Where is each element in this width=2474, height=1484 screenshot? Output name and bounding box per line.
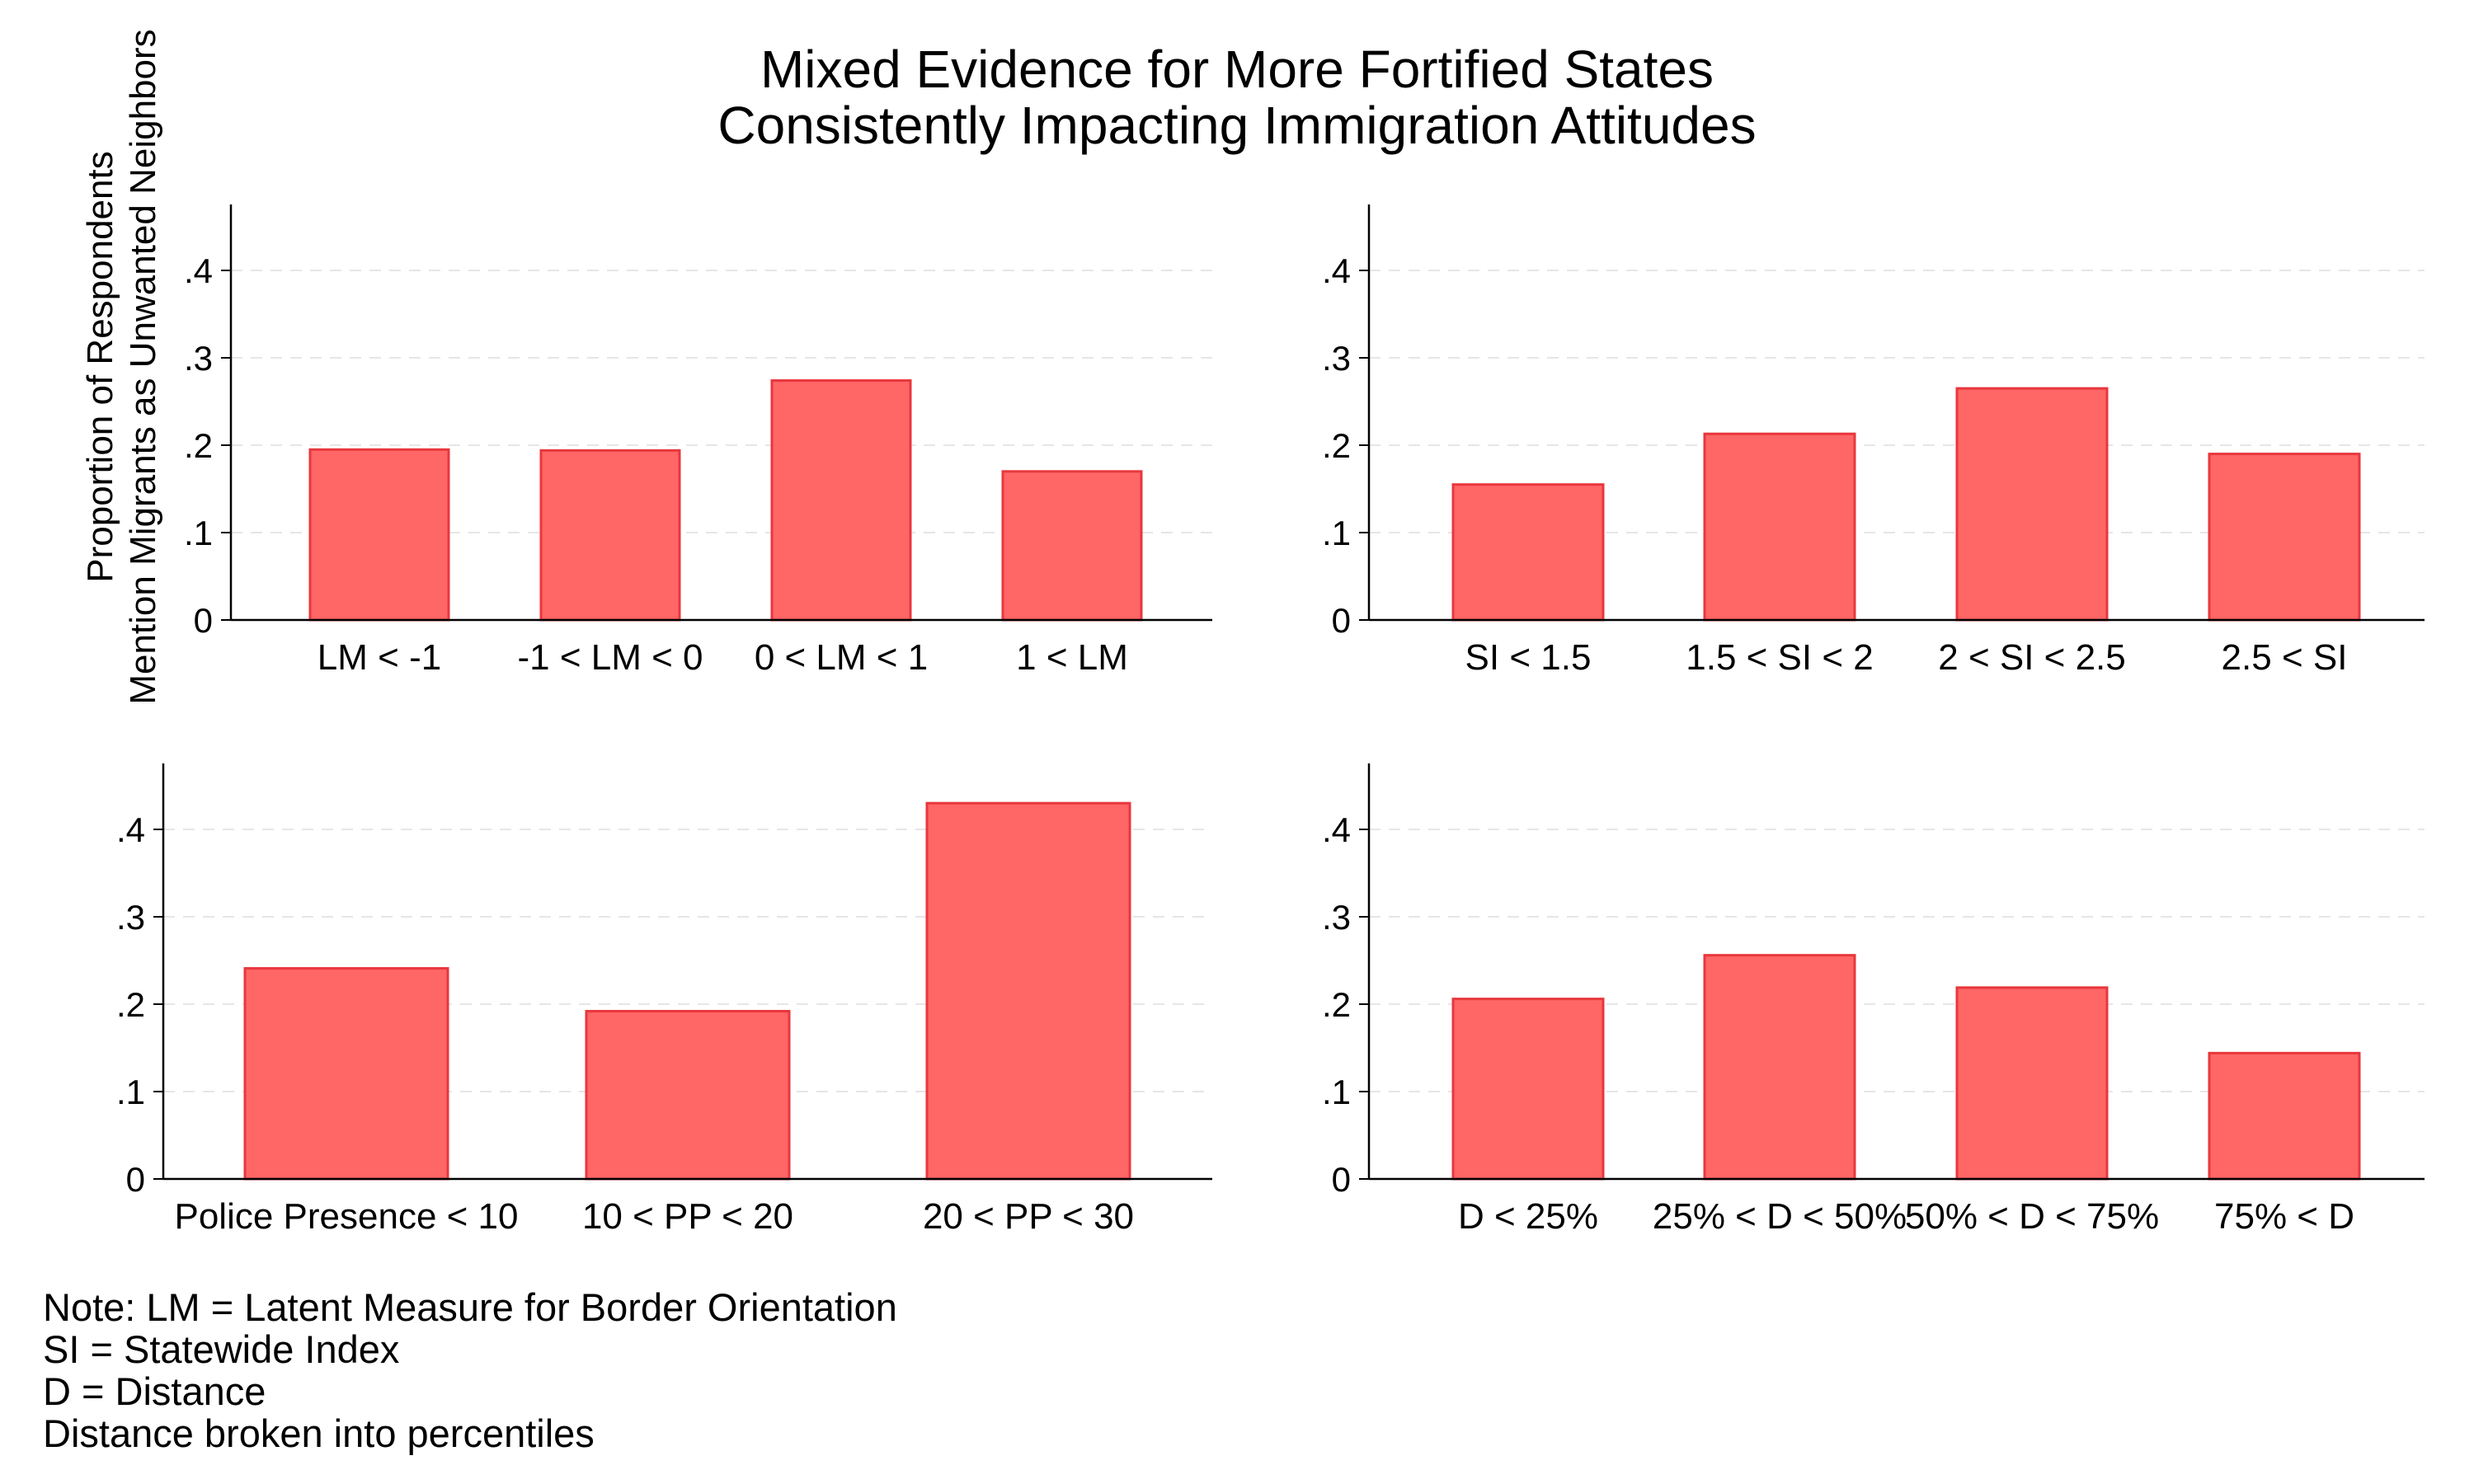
y-tick-label: .3 [116, 898, 145, 937]
category-label: 1.5 < SI < 2 [1686, 637, 1874, 678]
y-tick-label: 0 [1332, 601, 1351, 640]
category-label: 2.5 < SI [2222, 637, 2348, 678]
bar [770, 379, 912, 622]
y-tick-label: 0 [1332, 1160, 1351, 1199]
category-label: -1 < LM < 0 [517, 637, 703, 678]
y-tick-label: .2 [184, 426, 213, 465]
y-tick-label: .1 [1322, 514, 1351, 552]
y-tick-label: .3 [1322, 339, 1351, 378]
y-tick-label: 0 [194, 601, 213, 640]
bar [2208, 453, 2361, 622]
y-tick-label: .3 [1322, 898, 1351, 937]
y-tick-label: .2 [1322, 985, 1351, 1024]
note-line-1: Note: LM = Latent Measure for Border Ori… [43, 1285, 897, 1329]
chart-title-line-2: Consistently Impacting Immigration Attit… [717, 96, 1757, 155]
bar [1001, 470, 1143, 622]
category-label: 75% < D [2214, 1196, 2354, 1237]
y-tick-label: 0 [126, 1160, 145, 1199]
category-label: 0 < LM < 1 [755, 637, 928, 678]
category-label: 1 < LM [1016, 637, 1128, 678]
note-line-4: Distance broken into percentiles [43, 1411, 595, 1455]
bar [1703, 432, 1856, 622]
note-line-2: SI = Statewide Index [43, 1327, 400, 1371]
category-label: Police Presence < 10 [174, 1196, 518, 1237]
y-tick-label: .4 [1322, 810, 1351, 849]
bar [243, 967, 449, 1181]
bar [1955, 986, 2109, 1181]
bar [308, 448, 450, 622]
chart-title-line-1: Mixed Evidence for More Fortified States [760, 40, 1714, 99]
category-label: 10 < PP < 20 [582, 1196, 793, 1237]
bar [585, 1009, 791, 1181]
bar [1703, 954, 1856, 1181]
y-tick-label: .1 [116, 1073, 145, 1111]
category-label: LM < -1 [317, 637, 441, 678]
bar [1451, 483, 1605, 622]
y-tick-label: .1 [1322, 1073, 1351, 1111]
category-label: D < 25% [1458, 1196, 1598, 1237]
y-tick-label: .4 [116, 810, 145, 849]
y-tick-label: .1 [184, 514, 213, 552]
y-tick-label: .3 [184, 339, 213, 378]
y-tick-label: .4 [184, 251, 213, 290]
y-tick-label: .4 [1322, 251, 1351, 290]
bar [925, 801, 1131, 1181]
note-line-3: D = Distance [43, 1369, 266, 1413]
category-label: 50% < D < 75% [1905, 1196, 2159, 1237]
y-tick-label: .2 [1322, 426, 1351, 465]
category-label: 2 < SI < 2.5 [1938, 637, 2126, 678]
bar [1451, 998, 1605, 1181]
category-label: 25% < D < 50% [1653, 1196, 1907, 1237]
bar [1955, 387, 2109, 622]
y-tick-label: .2 [116, 985, 145, 1024]
bar [539, 448, 681, 622]
bar [2208, 1051, 2361, 1181]
category-label: SI < 1.5 [1465, 637, 1592, 678]
category-label: 20 < PP < 30 [923, 1196, 1134, 1237]
